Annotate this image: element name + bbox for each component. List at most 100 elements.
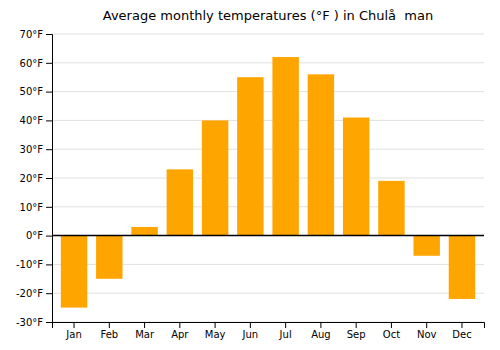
- y-tick-label: 0°F: [26, 230, 43, 241]
- bar: [343, 118, 369, 236]
- grid-line: [52, 34, 484, 35]
- y-tick: 30°F: [20, 144, 52, 155]
- x-tick-label: Mar: [135, 329, 155, 340]
- bar: [237, 77, 263, 235]
- y-tick-label: 50°F: [20, 86, 44, 97]
- bar: [308, 74, 334, 235]
- grid-line: [52, 178, 484, 179]
- bar: [413, 236, 439, 256]
- y-tick-label: 70°F: [20, 29, 44, 40]
- title: Average monthly temperatures (°F ) in Ch…: [103, 8, 433, 23]
- x-tick-mark: [356, 322, 357, 328]
- x-tick: May: [205, 322, 226, 340]
- x-tick-mark: [320, 322, 321, 328]
- bars: [61, 57, 475, 308]
- y-tick-label: -30°F: [16, 317, 43, 328]
- chart-svg: -30°F -20°F -10°F 0°F 10°F 20°F 30°F 40°F 50°F 60…: [0, 0, 500, 350]
- x-tick-mark: [109, 322, 110, 328]
- bar: [96, 236, 122, 279]
- bar: [167, 169, 193, 235]
- grid-line: [52, 293, 484, 294]
- y-tick-label: -10°F: [16, 259, 43, 270]
- y-tick-mark: [46, 293, 52, 294]
- y-tick-mark: [46, 322, 52, 323]
- plot-area: -30°F -20°F -10°F 0°F 10°F 20°F 30°F 40°F 50°F 60…: [16, 29, 485, 340]
- y-tick-mark: [46, 178, 52, 179]
- x-tick: Aug: [311, 322, 331, 340]
- x-tick-label: Apr: [171, 329, 189, 340]
- y-tick: 40°F: [20, 115, 52, 126]
- bar: [272, 57, 298, 236]
- y-tick-mark: [46, 92, 52, 93]
- y-tick-mark: [46, 63, 52, 64]
- bar: [131, 227, 157, 236]
- y-tick-mark: [46, 236, 52, 237]
- x-tick: Apr: [171, 322, 189, 340]
- y-tick-label: 40°F: [20, 115, 44, 126]
- x-tick-label: Jan: [65, 329, 81, 340]
- x-tick: Jan: [65, 322, 81, 340]
- x-tick: Nov: [417, 322, 437, 340]
- y-tick-mark: [46, 264, 52, 265]
- x-tick: Dec: [452, 322, 471, 340]
- grid-line: [52, 91, 484, 92]
- y-axis-line: [46, 35, 53, 323]
- y-tick-mark: [46, 149, 52, 150]
- y-tick-label: 20°F: [20, 173, 44, 184]
- x-tick: Jul: [279, 322, 292, 340]
- x-axis-line: [53, 323, 485, 329]
- y-tick: -10°F: [16, 259, 52, 270]
- x-tick-mark: [461, 322, 462, 328]
- y-tick: 60°F: [20, 58, 52, 69]
- grid: [52, 34, 484, 322]
- zero-line: [52, 235, 484, 237]
- x-tick-label: Sep: [347, 329, 366, 340]
- x-tick: Jun: [242, 322, 259, 340]
- x-tick-label: Aug: [311, 329, 331, 340]
- y-tick-mark: [46, 207, 52, 208]
- x-tick: Feb: [100, 322, 118, 340]
- bar: [202, 120, 228, 235]
- y-tick: 10°F: [20, 202, 52, 213]
- x-tick-mark: [179, 322, 180, 328]
- x-tick-mark: [391, 322, 392, 328]
- y-axis: -30°F -20°F -10°F 0°F 10°F 20°F 30°F 40°F 50°F 60…: [16, 29, 53, 328]
- x-tick: Oct: [383, 322, 400, 340]
- x-tick-label: Jun: [242, 329, 259, 340]
- grid-line: [52, 149, 484, 150]
- y-tick-mark: [46, 120, 52, 121]
- grid-line: [52, 62, 484, 63]
- y-tick: 0°F: [26, 230, 52, 241]
- bar: [378, 181, 404, 236]
- y-tick-label: 30°F: [20, 144, 44, 155]
- x-tick-mark: [215, 322, 216, 328]
- x-tick-mark: [250, 322, 251, 328]
- x-axis: Jan Feb Mar Apr May Jun Jul Aug Sep Oct Nov Dec: [53, 322, 485, 340]
- x-tick-label: Dec: [452, 329, 471, 340]
- y-tick: 70°F: [20, 29, 52, 40]
- grid-line: [52, 206, 484, 207]
- y-tick: 20°F: [20, 173, 52, 184]
- y-tick: -20°F: [16, 288, 52, 299]
- y-tick-label: -20°F: [16, 288, 43, 299]
- x-tick-mark: [74, 322, 75, 328]
- x-tick: Mar: [135, 322, 155, 340]
- x-tick-label: Nov: [417, 329, 437, 340]
- y-tick: -30°F: [16, 317, 52, 328]
- x-tick-mark: [426, 322, 427, 328]
- y-tick-label: 10°F: [20, 202, 44, 213]
- x-tick-label: Jul: [279, 329, 292, 340]
- x-tick-label: Feb: [100, 329, 118, 340]
- x-tick: Sep: [347, 322, 366, 340]
- y-tick-mark: [46, 34, 52, 35]
- y-tick: 50°F: [20, 86, 52, 97]
- y-tick-label: 60°F: [20, 58, 44, 69]
- bar: [61, 236, 87, 308]
- x-tick-label: May: [205, 329, 226, 340]
- x-tick-label: Oct: [383, 329, 400, 340]
- x-tick-mark: [285, 322, 286, 328]
- grid-line: [52, 235, 484, 236]
- bar: [449, 236, 475, 299]
- chart-container: -30°F -20°F -10°F 0°F 10°F 20°F 30°F 40°F 50°F 60…: [0, 0, 500, 350]
- grid-line: [52, 120, 484, 121]
